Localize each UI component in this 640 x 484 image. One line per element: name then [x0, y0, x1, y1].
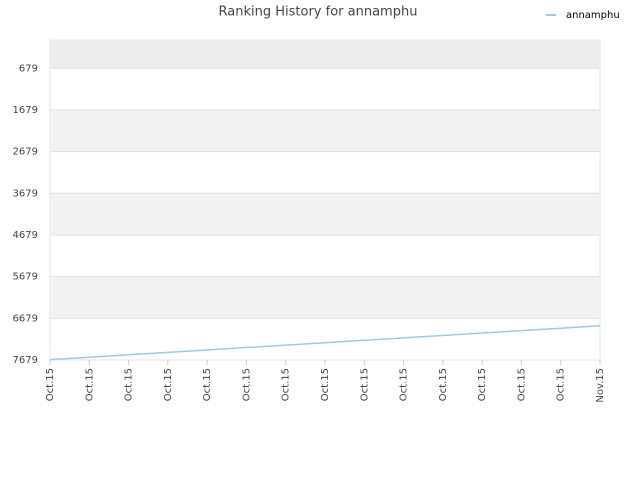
y-tick-label: 2679: [13, 147, 38, 158]
y-tick-label: 5679: [13, 272, 38, 283]
y-tick-label: 1679: [13, 105, 38, 116]
x-tick-label: Oct.15: [399, 368, 410, 401]
x-tick-label: Oct.15: [320, 368, 331, 401]
x-tick-label: Oct.15: [84, 368, 95, 401]
chart-title: Ranking History for annamphu: [219, 5, 418, 20]
x-tick-label: Oct.15: [202, 368, 213, 401]
band: [50, 193, 600, 235]
x-tick-label: Oct.15: [241, 368, 252, 401]
x-tick-label: Oct.15: [477, 368, 488, 401]
band: [50, 109, 600, 152]
x-tick-label: Oct.15: [359, 368, 370, 401]
y-tick-label: 4679: [13, 230, 38, 241]
y-tick-label: 6679: [13, 313, 38, 324]
y-tick-label: 7679: [13, 355, 38, 366]
x-tick-label: Oct.15: [438, 368, 449, 401]
x-tick-label: Oct.15: [516, 368, 527, 401]
x-tick-label: Oct.15: [45, 368, 56, 401]
y-tick-label: 679: [19, 63, 38, 74]
y-tick-label: 3679: [13, 188, 38, 199]
line: [49, 325, 601, 361]
x-tick-label: Oct.15: [124, 368, 135, 401]
band: [50, 40, 600, 69]
band: [50, 276, 600, 319]
x-tick-label: Nov.15: [595, 368, 606, 403]
x-tick-label: Oct.15: [163, 368, 174, 401]
legend-label: annamphu: [566, 10, 620, 21]
x-tick-label: Oct.15: [556, 368, 567, 401]
x-tick-label: Oct.15: [281, 368, 292, 401]
